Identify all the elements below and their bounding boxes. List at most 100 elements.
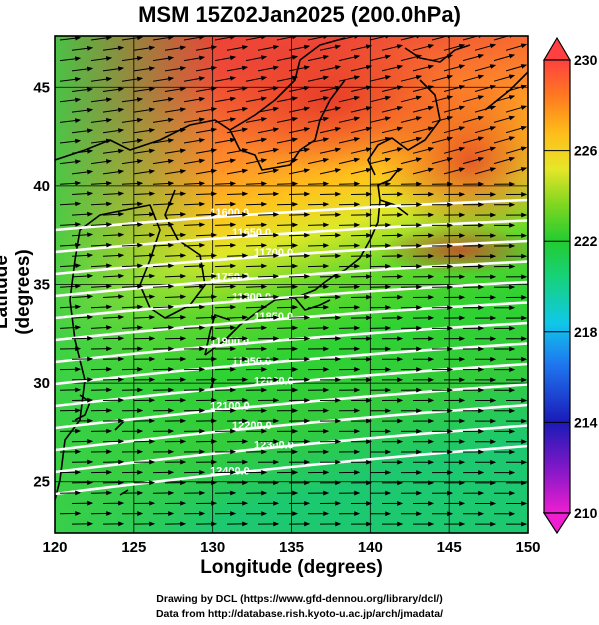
wind-arrow <box>71 87 94 92</box>
wind-arrow <box>183 222 206 228</box>
wind-arrow <box>412 44 435 51</box>
wind-arrow <box>245 181 268 187</box>
wind-arrow <box>152 117 175 123</box>
wind-arrow <box>257 168 280 175</box>
y-tick-40: 40 <box>33 178 50 195</box>
wind-arrow <box>121 284 144 289</box>
wind-arrow <box>164 107 187 113</box>
colorbar-label-210: 210 <box>574 505 598 521</box>
wind-arrow <box>307 201 330 207</box>
wind-arrow <box>443 126 466 134</box>
wind-arrow <box>338 243 361 249</box>
wind-arrow <box>195 107 218 113</box>
wind-arrow <box>474 126 497 134</box>
wind-arrow <box>121 181 144 186</box>
wind-arrow <box>400 95 423 103</box>
wind-arrow <box>276 116 299 123</box>
wind-arrow <box>152 242 175 248</box>
wind-arrow <box>319 191 342 197</box>
wind-arrow <box>288 168 311 175</box>
wind-arrow <box>412 147 435 154</box>
wind-arrow <box>90 97 113 103</box>
contour-label-3: 11750.0 <box>210 272 249 284</box>
colorbar-label-214: 214 <box>574 414 598 430</box>
wind-arrow <box>90 159 113 165</box>
wind-arrow <box>226 253 249 259</box>
wind-vectors <box>59 36 528 527</box>
wind-arrow <box>214 222 237 228</box>
wind-arrow <box>71 211 94 217</box>
wind-arrow <box>152 36 175 41</box>
wind-arrow <box>307 284 330 290</box>
wind-arrow <box>226 45 249 51</box>
wind-arrow <box>307 325 330 331</box>
wind-arrow <box>319 106 342 113</box>
wind-arrow <box>307 96 330 103</box>
wind-arrow <box>369 95 392 103</box>
wind-arrow <box>462 115 485 123</box>
wind-arrow <box>214 158 237 165</box>
colorbar-bottom-triangle <box>542 512 572 535</box>
x-tick-125: 125 <box>121 539 146 556</box>
contour-label-6: 11900.0 <box>210 336 249 348</box>
wind-arrow <box>381 126 404 134</box>
wind-arrow <box>474 64 497 72</box>
wind-arrow <box>276 55 299 62</box>
wind-arrow <box>164 191 187 197</box>
wind-arrow <box>121 325 144 331</box>
wind-arrow <box>183 325 206 331</box>
wind-arrow <box>431 54 454 62</box>
wind-arrow <box>183 284 206 289</box>
wind-arrow <box>245 325 268 331</box>
wind-arrow <box>276 222 299 228</box>
wind-arrow <box>102 86 125 92</box>
wind-arrow <box>505 105 528 113</box>
wind-arrow <box>195 86 218 92</box>
wind-arrow <box>276 304 299 310</box>
contour-line-2 <box>55 239 528 276</box>
wind-arrow <box>183 36 206 41</box>
wind-arrow <box>400 75 423 82</box>
wind-arrow <box>71 128 94 134</box>
wind-arrow <box>443 43 466 51</box>
wind-arrow <box>338 202 361 207</box>
wind-arrow <box>59 201 82 207</box>
wind-arrow <box>400 54 423 62</box>
wind-arrow <box>350 147 373 154</box>
wind-arrow <box>257 86 280 92</box>
wind-arrow <box>214 36 237 41</box>
wind-arrow <box>474 105 497 113</box>
wind-arrow <box>71 314 94 320</box>
wind-arrow <box>90 242 113 248</box>
wind-arrow <box>257 44 280 51</box>
wind-arrow <box>152 76 175 82</box>
wind-arrow <box>288 232 311 238</box>
wind-arrow <box>71 232 94 238</box>
wind-arrow <box>257 212 280 217</box>
wind-arrow <box>152 304 175 310</box>
wind-arrow <box>493 115 516 123</box>
wind-arrow <box>183 201 206 207</box>
x-tick-140: 140 <box>358 539 383 556</box>
contour-label-10: 12200.0 <box>232 420 272 432</box>
wind-arrow <box>369 36 392 41</box>
wind-arrow <box>462 74 485 82</box>
wind-arrow <box>71 252 94 258</box>
wind-arrow <box>226 148 249 154</box>
wind-arrow <box>102 253 125 258</box>
wind-arrow <box>307 181 330 187</box>
wind-arrow <box>214 181 237 186</box>
wind-arrow <box>214 263 237 269</box>
wind-arrow <box>319 168 342 175</box>
wind-arrow <box>226 273 249 279</box>
wind-arrow <box>133 232 156 238</box>
wind-arrow <box>133 211 156 217</box>
wind-arrow <box>102 211 125 217</box>
wind-arrow <box>276 284 299 290</box>
wind-arrow <box>288 212 311 218</box>
contour-label-1: 11650.0 <box>232 227 271 239</box>
wind-arrow <box>307 116 330 123</box>
wind-arrow <box>214 76 237 82</box>
wind-arrow <box>288 106 311 113</box>
colorbar-label-230: 230 <box>574 52 598 68</box>
